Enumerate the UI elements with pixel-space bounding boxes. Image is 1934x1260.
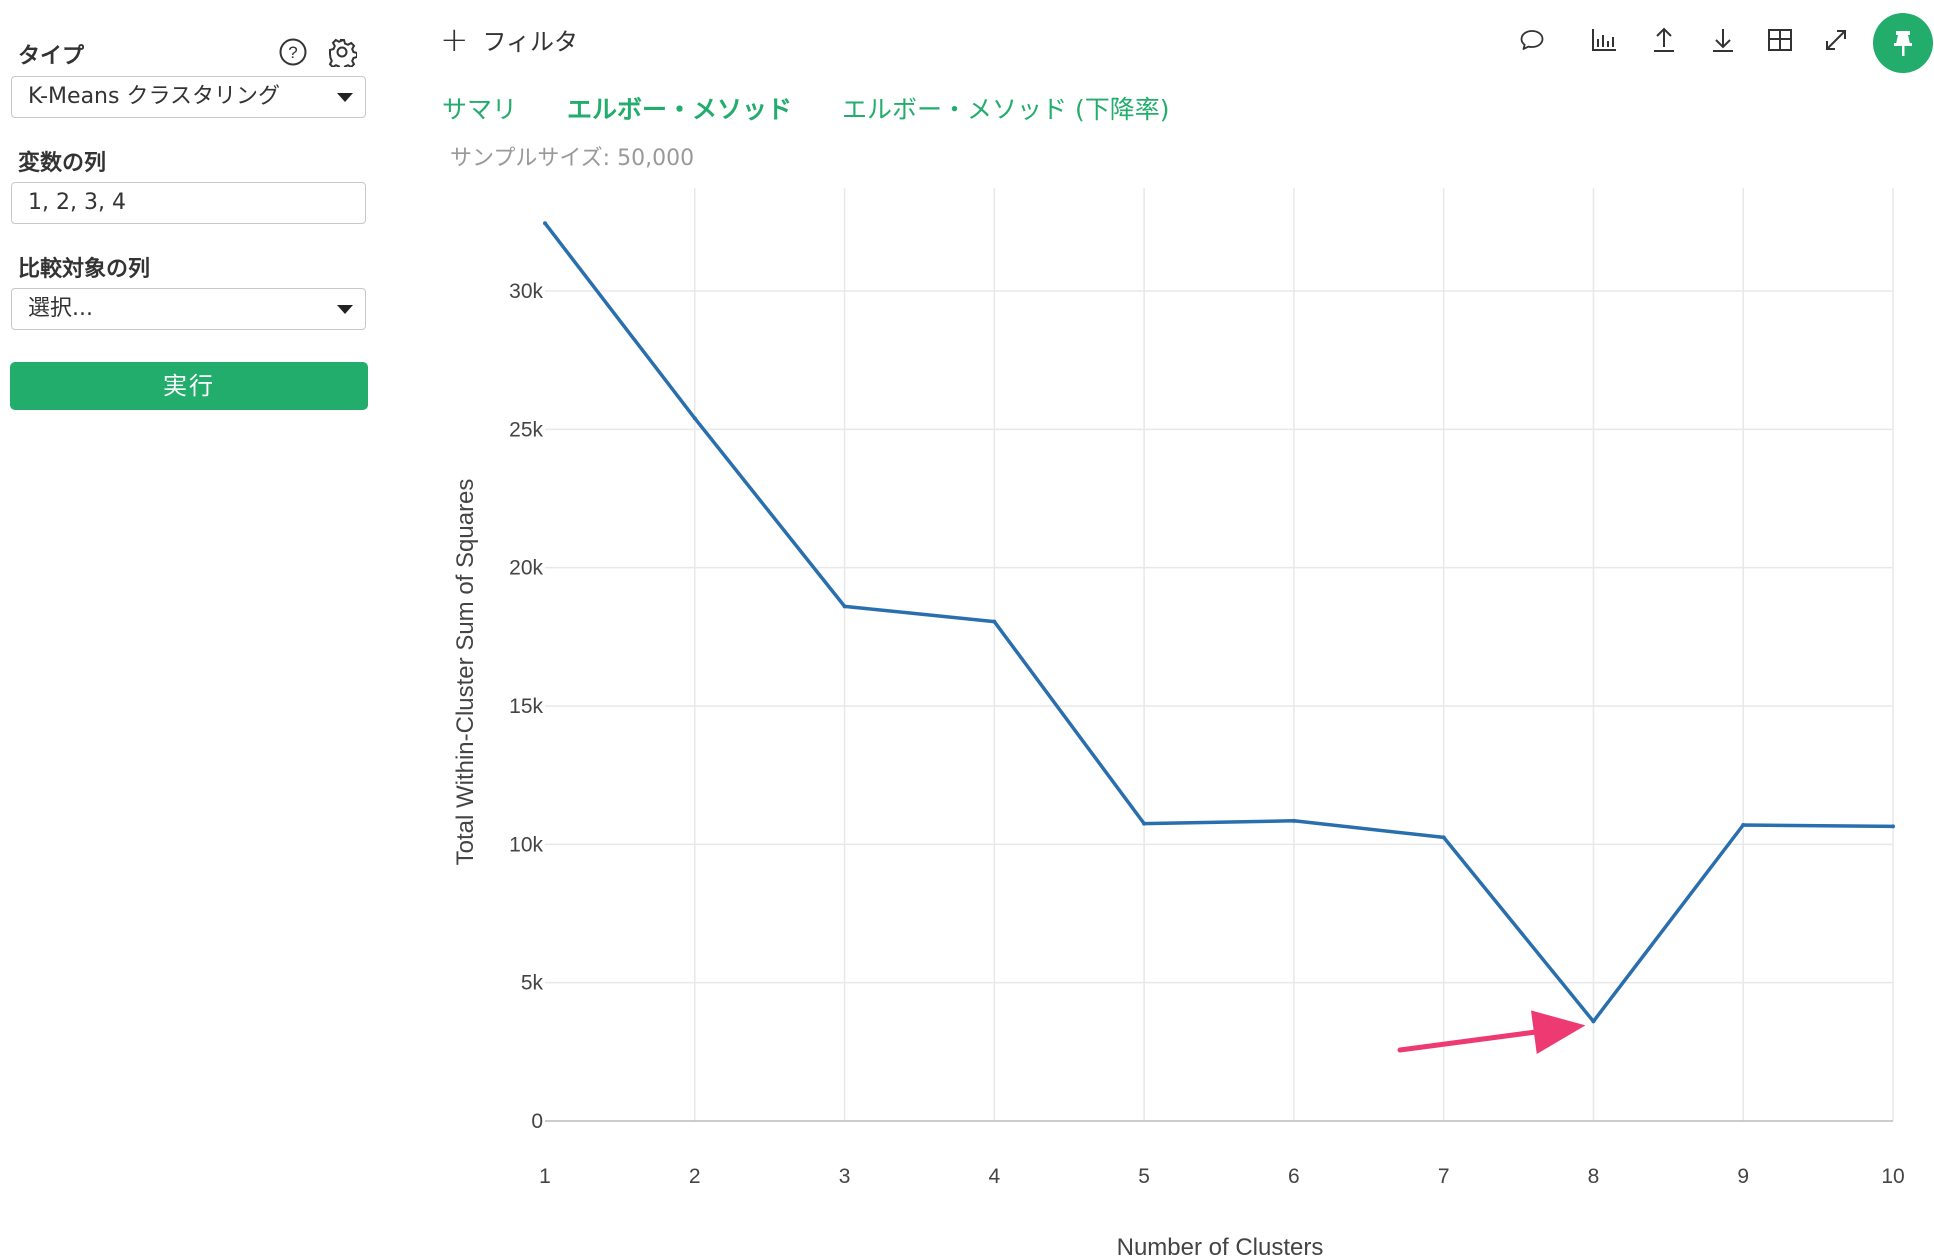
x-axis-label: Number of Clusters [1117,1234,1324,1260]
upload-icon[interactable] [1646,22,1682,58]
x-tick-label: 9 [1737,1165,1749,1188]
data-point [543,221,547,226]
x-tick-label: 3 [839,1165,851,1188]
pin-icon [1894,31,1912,56]
data-point [1591,1019,1596,1024]
tab-bar: サマリ エルボー・メソッド エルボー・メソッド (下降率) [442,90,1220,126]
y-tick-label: 20k [509,557,543,580]
compare-label: 比較対象の列 [18,257,151,282]
data-point [842,604,847,609]
svg-text:?: ? [288,43,297,62]
x-tick-label: 8 [1588,1165,1600,1188]
variables-field-value: 1, 2, 3, 4 [28,190,126,215]
x-tick-label: 5 [1138,1165,1150,1188]
y-axis-label: Total Within-Cluster Sum of Squares [452,479,479,866]
y-tick-label: 10k [509,833,543,856]
x-tick-label: 2 [689,1165,701,1188]
x-axis-ticks: 1 2 3 4 5 6 7 8 9 10 [539,1165,1905,1188]
data-point [1441,835,1446,840]
x-tick-label: 10 [1881,1165,1904,1188]
bar-chart-icon[interactable] [1586,22,1622,58]
sidebar: タイプ ? K-Means クラスタリング 変数の列 1, 2, 3, 4 比較… [0,0,380,1260]
data-point [692,416,697,421]
y-tick-label: 25k [509,418,543,441]
filter-label: フィルタ [482,28,579,56]
data-point [1741,822,1746,827]
arrow-shaft [1397,1029,1537,1053]
type-label: タイプ [18,44,85,69]
tab-elbow-method-decline-rate[interactable]: エルボー・メソッド (下降率) [842,95,1170,124]
compare-select[interactable]: 選択... [11,288,366,330]
series-points [543,221,1895,1024]
expand-icon[interactable] [1818,22,1854,58]
add-filter-button[interactable]: + フィルタ [440,22,578,57]
variables-field[interactable]: 1, 2, 3, 4 [11,182,366,224]
type-select-value: K-Means クラスタリング [28,84,281,109]
arrow-head [1531,1010,1586,1055]
plus-icon: + [440,19,469,60]
y-tick-label: 5k [521,972,544,995]
tab-summary[interactable]: サマリ [442,95,518,124]
data-point [1291,818,1296,823]
data-point [1142,821,1147,826]
y-axis-ticks: 0 5k 10k 15k 20k 25k 30k [509,280,543,1133]
compare-select-value: 選択... [28,296,93,321]
x-tick-label: 6 [1288,1165,1300,1188]
tab-elbow-method[interactable]: エルボー・メソッド [567,95,793,124]
data-point [1891,824,1895,829]
x-tick-label: 1 [539,1165,551,1188]
run-button[interactable]: 実行 [10,362,368,410]
pin-button[interactable] [1873,13,1933,73]
x-tick-label: 7 [1438,1165,1450,1188]
download-icon[interactable] [1705,22,1741,58]
comment-icon[interactable] [1514,22,1550,58]
chevron-down-icon [337,93,353,102]
help-icon[interactable]: ? [277,36,309,68]
y-tick-label: 30k [509,280,543,303]
series-line [543,222,1894,1024]
type-select[interactable]: K-Means クラスタリング [11,76,366,118]
data-point [992,619,997,624]
y-tick-label: 0 [531,1110,543,1133]
gear-icon[interactable] [326,36,358,68]
annotation-arrow [1397,1010,1586,1055]
chart-grid [545,188,1894,1122]
table-icon[interactable] [1762,22,1798,58]
y-tick-label: 15k [509,695,543,718]
chevron-down-icon [337,305,353,314]
sample-size-label: サンプルサイズ: 50,000 [450,146,695,171]
variables-label: 変数の列 [18,151,107,176]
x-tick-label: 4 [988,1165,1000,1188]
